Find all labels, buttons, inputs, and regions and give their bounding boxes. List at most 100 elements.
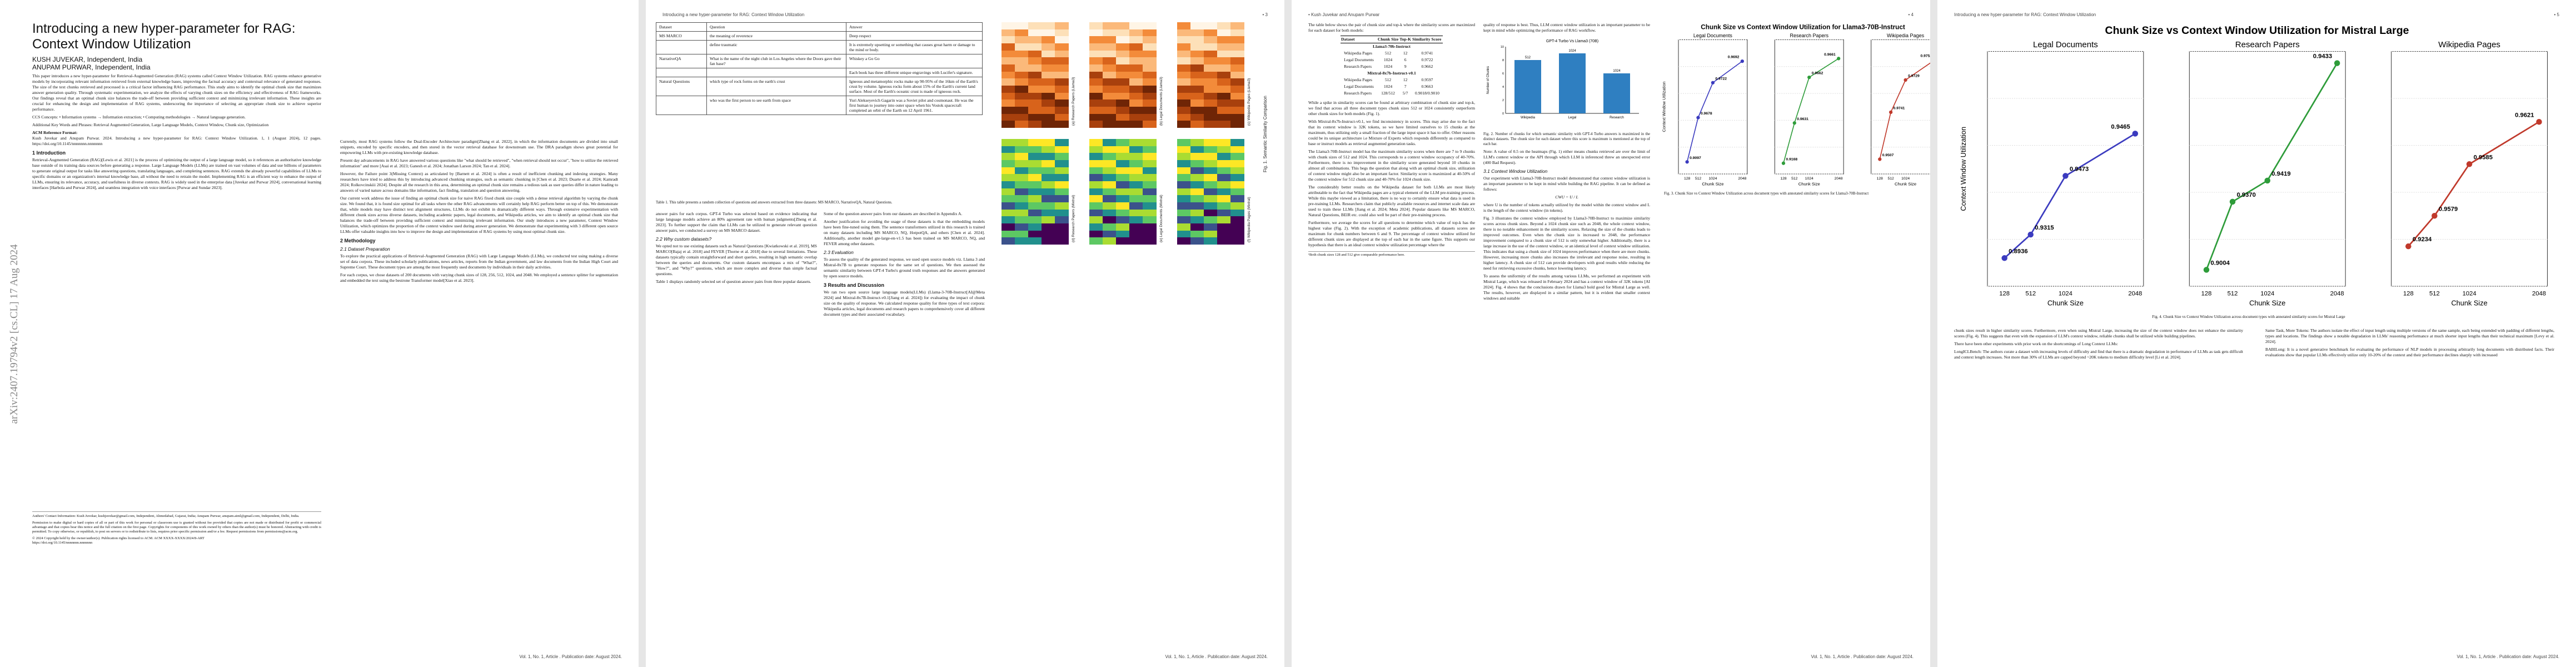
heatmap-cell xyxy=(1116,167,1130,175)
x-tick-label: 512 xyxy=(2228,291,2238,297)
x-tick-label: 128 xyxy=(2403,291,2414,297)
heatmap-cell xyxy=(1001,121,1015,128)
heatmap-cell xyxy=(1116,146,1130,153)
table-cell: Deep respect xyxy=(846,31,983,41)
heatmap-cell xyxy=(1015,92,1029,100)
table-group-label: Llama3-70b-Instruct xyxy=(1373,44,1411,49)
table-group-label: Mixtral-8x7b-Instruct-v0.1 xyxy=(1367,71,1416,76)
heatmap-cell xyxy=(1028,50,1042,58)
heatmap-cell xyxy=(1177,188,1191,196)
paragraph: There have been other experiments with p… xyxy=(1954,341,2118,346)
heatmap-cell xyxy=(1055,50,1069,58)
heatmap-cell xyxy=(1103,188,1117,196)
heatmap-cell xyxy=(1001,43,1015,51)
heatmap-cell xyxy=(1055,167,1069,175)
x-axis-label: Chunk Size xyxy=(1702,182,1723,187)
heatmap-cell xyxy=(1015,167,1029,175)
table-cell xyxy=(656,40,707,54)
heatmap-cell xyxy=(1190,153,1204,161)
data-label: 0.9473 xyxy=(2070,166,2089,172)
data-label: 0.9370 xyxy=(2237,192,2256,198)
x-tick-label: 512 xyxy=(1887,177,1894,181)
heatmap-cell xyxy=(1143,29,1157,37)
heatmap xyxy=(1177,139,1244,245)
bar-label: 1024 xyxy=(1568,49,1576,53)
heatmap-cell xyxy=(1089,139,1103,147)
heatmap-cell xyxy=(1055,78,1069,86)
heatmap-cell xyxy=(1143,113,1157,121)
heatmap-cell xyxy=(1042,43,1055,51)
keywords: Additional Key Words and Phrases: Retrie… xyxy=(32,122,269,127)
heatmap-cell xyxy=(1230,230,1244,238)
paragraph: quality of response is best. Thus, LLM c… xyxy=(1483,22,1650,33)
heatmap-cell xyxy=(1089,50,1103,58)
heatmap xyxy=(1089,22,1157,128)
heatmap-cell xyxy=(1042,216,1055,224)
heatmap-cell xyxy=(1217,57,1231,65)
heatmap-cell xyxy=(1217,92,1231,100)
heatmap-cell xyxy=(1143,50,1157,58)
heatmap-cell xyxy=(1129,223,1143,231)
author-1: KUSH JUVEKAR, Independent, India xyxy=(32,56,143,63)
x-axis-label: Chunk Size xyxy=(2047,299,2084,307)
heatmap-cell xyxy=(1177,29,1191,37)
table-cell: 5/7 xyxy=(1402,91,1408,96)
y-tick-label: 6 xyxy=(1502,72,1504,76)
data-point xyxy=(2264,177,2270,184)
heatmap-cell xyxy=(1190,92,1204,100)
heatmap-cell xyxy=(1177,99,1191,107)
heatmap-cell xyxy=(1129,71,1143,79)
heatmap-cell xyxy=(1143,43,1157,51)
heatmap-cell xyxy=(1015,71,1029,79)
heatmap-cell xyxy=(1230,121,1244,128)
heatmap-cell xyxy=(1143,209,1157,217)
heatmap-cell xyxy=(1230,86,1244,93)
heatmap-cell xyxy=(1230,153,1244,161)
heatmap-cell xyxy=(1089,223,1103,231)
page-1: arXiv:2407.19794v2 [cs.CL] 17 Aug 2024 I… xyxy=(0,0,639,667)
data-label: 0.9168 xyxy=(1786,157,1797,161)
heatmap-cell xyxy=(1042,167,1055,175)
heatmap-cell xyxy=(1042,36,1055,44)
heatmap-cell xyxy=(1116,50,1130,58)
heatmap-cell xyxy=(1204,237,1218,245)
table-cell: 6 xyxy=(1404,57,1407,62)
heatmap-cell xyxy=(1103,36,1117,44)
table-cell: Research Papers xyxy=(1344,91,1372,96)
heatmap-cell xyxy=(1001,78,1015,86)
heatmap-cell xyxy=(1028,139,1042,147)
x-tick-label: 512 xyxy=(2025,291,2036,297)
heatmap-cell xyxy=(1042,202,1055,210)
heatmap-cell xyxy=(1177,50,1191,58)
author-2: ANUPAM PURWAR, Independent, India xyxy=(32,63,151,71)
series-line xyxy=(2408,121,2540,247)
data-label: 0.9004 xyxy=(2211,260,2230,266)
paragraph: The considerably better results on the W… xyxy=(1308,185,1475,217)
heatmap-cell xyxy=(1177,139,1191,147)
heatmap-cell xyxy=(1217,22,1231,30)
heatmap-cell xyxy=(1089,99,1103,107)
heatmap-cell xyxy=(1116,99,1130,107)
bar-chart: GPT-4 Turbo Vs Llama3 (70B) Number of Chu… xyxy=(1487,39,1639,120)
heatmap-cell xyxy=(1103,113,1117,121)
heatmap-cell xyxy=(1116,216,1130,224)
heatmap-cell xyxy=(1129,36,1143,44)
heatmap-cell xyxy=(1190,167,1204,175)
heatmap-cell xyxy=(1143,174,1157,182)
data-label: 0.9585 xyxy=(2474,154,2493,161)
table-cell: define traumatic xyxy=(706,40,846,54)
heatmap-cell xyxy=(1055,160,1069,168)
running-head: Introducing a new hyper-parameter for RA… xyxy=(662,12,1268,17)
data-label: 0.9579 xyxy=(2439,206,2458,212)
paragraph: The table below shows the pair of chunk … xyxy=(1308,22,1475,33)
table-cell: Legal Documents xyxy=(1344,57,1374,62)
x-axis-label: Chunk Size xyxy=(1798,182,1820,187)
heatmap-cell xyxy=(1217,86,1231,93)
heatmap-cell xyxy=(1190,71,1204,79)
data-point xyxy=(2466,161,2473,167)
heatmap-cell xyxy=(1129,216,1143,224)
heatmap-cell xyxy=(1217,78,1231,86)
heatmap-cell xyxy=(1028,57,1042,65)
heatmap-cell xyxy=(1015,113,1029,121)
heatmap-cell xyxy=(1015,146,1029,153)
